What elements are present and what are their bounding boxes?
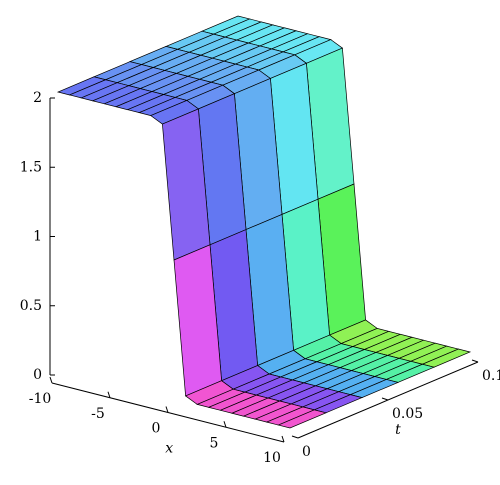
x-tick xyxy=(107,391,111,398)
x-axis-label: x xyxy=(165,440,173,456)
t-tick xyxy=(291,435,299,439)
surface-cell xyxy=(277,409,328,429)
t-tick-label: 0.05 xyxy=(392,406,423,422)
x-tick xyxy=(281,435,285,443)
z-tick-label: 1 xyxy=(33,229,42,245)
t-tick xyxy=(381,397,389,401)
x-tick xyxy=(165,406,169,413)
x-tick-label: 5 xyxy=(210,435,219,451)
z-tick-label: 2 xyxy=(33,90,42,106)
x-tick xyxy=(49,376,53,384)
x-tick-label: -10 xyxy=(29,391,52,407)
t-tick-label: 0 xyxy=(302,444,311,460)
x-tick xyxy=(223,421,227,428)
z-tick-label: 0.5 xyxy=(20,298,42,314)
z-tick-label: 1.5 xyxy=(20,159,42,175)
t-tick-label: 0.1 xyxy=(482,368,500,384)
x-tick-label: 10 xyxy=(263,450,281,466)
x-tick-label: -5 xyxy=(91,406,105,422)
z-tick-label: 0 xyxy=(33,367,42,383)
x-tick-label: 0 xyxy=(152,421,161,437)
t-axis-label: t xyxy=(395,422,401,438)
t-tick xyxy=(471,359,479,363)
